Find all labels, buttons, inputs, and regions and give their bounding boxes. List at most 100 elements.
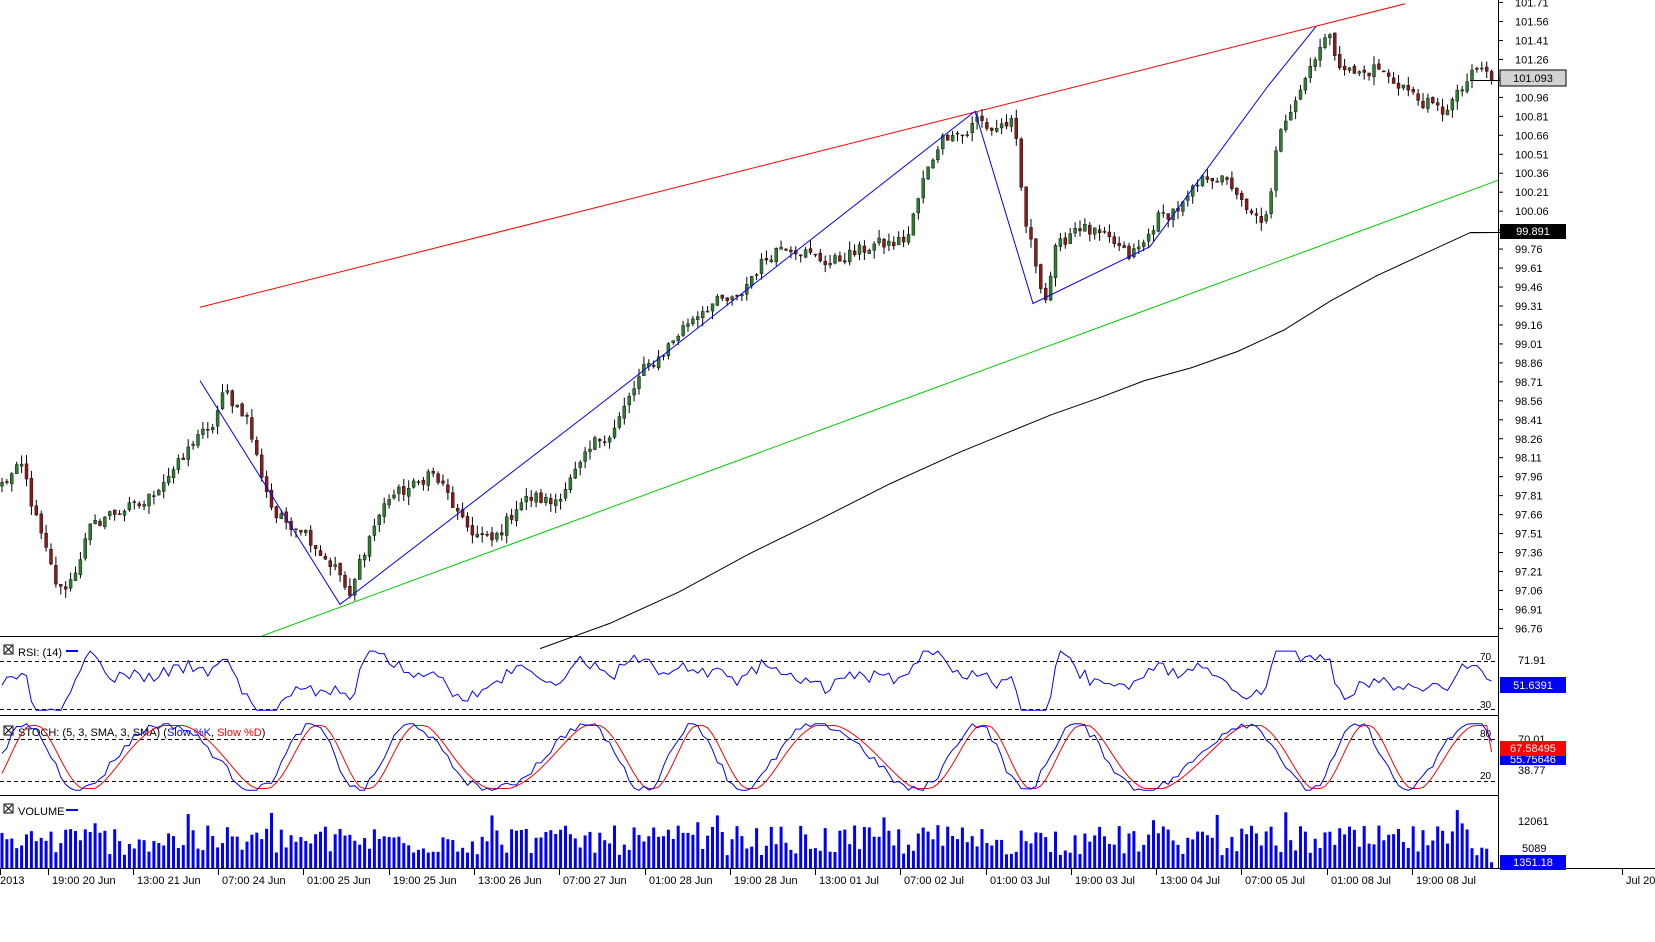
volume-bar bbox=[799, 825, 803, 868]
candle-down bbox=[1043, 287, 1048, 301]
candle-down bbox=[1337, 53, 1342, 68]
volume-bar bbox=[1201, 831, 1204, 868]
price-tick-label: 97.21 bbox=[1515, 567, 1543, 579]
volume-bar bbox=[1460, 823, 1464, 868]
candle-down bbox=[485, 534, 489, 536]
price-tick-label: 100.81 bbox=[1515, 111, 1549, 123]
volume-bar bbox=[534, 837, 538, 868]
stoch-d-badge-label: 55.75646 bbox=[1510, 754, 1556, 766]
candle-up bbox=[588, 448, 592, 452]
price-tick-label: 99.76 bbox=[1515, 244, 1543, 256]
candlesticks bbox=[0, 32, 1494, 601]
candle-down bbox=[843, 260, 847, 263]
candle-up bbox=[931, 159, 935, 169]
volume-bar bbox=[862, 826, 866, 868]
volume-bar bbox=[1289, 840, 1293, 868]
candle-up bbox=[505, 516, 509, 536]
candle-down bbox=[44, 532, 48, 548]
candle-down bbox=[431, 471, 435, 474]
candle-up bbox=[877, 237, 881, 244]
candle-up bbox=[392, 494, 396, 499]
volume-bar bbox=[162, 845, 166, 868]
candle-down bbox=[720, 294, 724, 299]
candle-up bbox=[921, 178, 925, 199]
volume-bar bbox=[813, 848, 817, 868]
candle-down bbox=[451, 492, 455, 508]
volume-bar bbox=[1397, 828, 1400, 868]
volume-bar bbox=[755, 828, 759, 868]
candle-down bbox=[343, 575, 347, 588]
candle-down bbox=[313, 545, 318, 549]
volume-bar bbox=[372, 829, 376, 868]
volume-bar bbox=[1230, 836, 1234, 868]
price-badge: 101.093 bbox=[1499, 69, 1567, 87]
candle-down bbox=[255, 440, 259, 455]
candle-down bbox=[1342, 65, 1347, 70]
price-tick-label: 100.36 bbox=[1515, 168, 1549, 180]
volume-bar bbox=[323, 826, 327, 868]
candle-up bbox=[1470, 69, 1474, 82]
volume-bar bbox=[524, 828, 528, 868]
volume-bar bbox=[387, 837, 391, 868]
candle-up bbox=[1146, 233, 1151, 242]
volume-bar bbox=[936, 825, 940, 868]
candle-down bbox=[421, 479, 426, 485]
time-tick-label: 19:00 03 Jul bbox=[1075, 875, 1135, 887]
volume-bar bbox=[1343, 834, 1347, 868]
candle-up bbox=[1372, 64, 1376, 78]
candle-up bbox=[1401, 84, 1406, 89]
candle-up bbox=[294, 528, 298, 531]
candle-down bbox=[59, 584, 63, 587]
moving-average-line bbox=[539, 232, 1500, 650]
candle-down bbox=[348, 586, 352, 596]
candle-up bbox=[1284, 120, 1288, 131]
rsi-title: RSI: (14) bbox=[18, 647, 62, 659]
price-tick-label: 97.96 bbox=[1515, 472, 1543, 484]
volume-bar bbox=[510, 829, 514, 868]
volume-title: VOLUME bbox=[18, 806, 64, 818]
candle-down bbox=[1230, 177, 1234, 189]
time-tick-label: 13:00 21 Jun bbox=[137, 875, 201, 887]
candle-up bbox=[632, 388, 636, 396]
time-tick-label: Jul 2013 bbox=[1626, 875, 1655, 887]
volume-bar bbox=[1240, 828, 1244, 868]
candle-up bbox=[970, 123, 974, 133]
volume-bar bbox=[64, 829, 68, 868]
time-tick-label: 07:00 27 Jun bbox=[563, 875, 627, 887]
candle-up bbox=[1293, 100, 1298, 113]
volume-bar bbox=[181, 845, 185, 868]
candle-up bbox=[1313, 59, 1317, 67]
candle-up bbox=[803, 249, 808, 258]
stoch-tick-3877: 38.77 bbox=[1518, 765, 1546, 777]
volume-bar bbox=[1274, 845, 1278, 868]
volume-bar bbox=[779, 826, 783, 868]
candle-up bbox=[848, 249, 852, 263]
candle-down bbox=[456, 508, 460, 512]
volume-bar bbox=[319, 831, 322, 868]
volume-bar bbox=[1152, 820, 1155, 868]
volume-bar bbox=[1250, 825, 1253, 868]
volume-bar bbox=[804, 834, 808, 868]
volume-bar bbox=[617, 854, 621, 868]
volume-bar bbox=[823, 828, 827, 868]
volume-bar bbox=[1122, 853, 1126, 868]
volume-bar bbox=[1205, 835, 1209, 868]
candle-down bbox=[1014, 117, 1018, 139]
candle-up bbox=[186, 446, 190, 460]
candle-up bbox=[176, 458, 181, 470]
volume-bar bbox=[34, 841, 38, 868]
volume-bar bbox=[1044, 837, 1048, 868]
volume-bar bbox=[1093, 835, 1097, 868]
volume-bar bbox=[588, 831, 592, 868]
candle-down bbox=[1254, 213, 1259, 216]
candle-up bbox=[558, 498, 563, 502]
candle-down bbox=[603, 441, 607, 444]
volume-bar bbox=[848, 844, 852, 868]
candle-down bbox=[299, 529, 303, 533]
candle-down bbox=[230, 390, 235, 407]
candle-up bbox=[495, 533, 499, 540]
volume-bar bbox=[603, 840, 607, 868]
candle-up bbox=[1151, 230, 1156, 235]
volume-bar bbox=[176, 848, 180, 868]
